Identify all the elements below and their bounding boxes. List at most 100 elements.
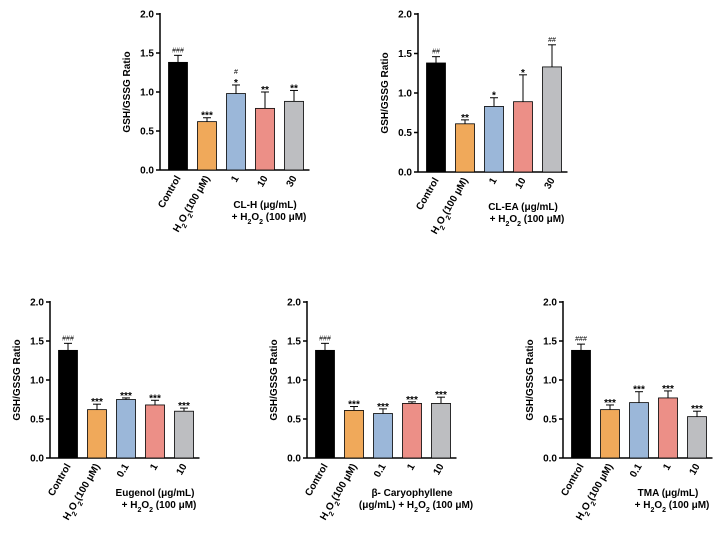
bar <box>513 101 533 173</box>
treatment-label: + H2O2 (100 μM) <box>635 500 710 514</box>
y-tick-label: 1.0 <box>398 89 412 100</box>
x-tick-label: 1 <box>229 174 242 185</box>
chart-panel-4: 0.0 0.5 1.0 1.5 2.0 GSH/GSSG Ratio ### Control *… <box>269 298 473 523</box>
y-tick-label: 0.5 <box>140 127 154 138</box>
significance-label: ### <box>172 47 184 54</box>
x-tick-label: 1 <box>661 462 674 473</box>
bar <box>571 349 591 459</box>
x-tick-label: Control <box>559 462 586 498</box>
bar <box>315 349 335 459</box>
significance-label: *** <box>201 111 213 122</box>
treatment-label: + H2O2 (100 μM) <box>232 212 307 226</box>
y-tick-label: 2.0 <box>543 298 557 309</box>
y-tick-label: 0.5 <box>398 128 412 139</box>
treatment-label: CL-H (μg/mL) <box>233 200 296 211</box>
significance-label: *** <box>377 402 389 413</box>
x-tick-label: Control <box>46 462 73 498</box>
bar <box>116 399 136 459</box>
y-axis-label: GSH/GSSG Ratio <box>269 339 280 420</box>
significance-label: * <box>492 91 496 102</box>
y-axis-label: GSH/GSSG Ratio <box>525 339 536 420</box>
bar <box>344 410 364 459</box>
significance-label: ### <box>575 336 587 343</box>
bar <box>58 349 78 459</box>
significance-label: *** <box>348 400 360 411</box>
y-axis-label: GSH/GSSG Ratio <box>380 52 391 133</box>
y-tick-label: 1.5 <box>287 337 301 348</box>
treatment-label: (μg/mL) + H2O2 (100 μM) <box>359 500 473 514</box>
y-tick-label: 0.0 <box>140 166 154 177</box>
significance-label: # <box>234 69 238 76</box>
bar <box>629 402 649 459</box>
y-tick-label: 0.5 <box>287 415 301 426</box>
significance-label: ** <box>261 85 269 96</box>
bar <box>402 402 422 459</box>
y-tick-label: 1.5 <box>398 49 412 60</box>
significance-label: * <box>521 68 525 79</box>
significance-label: *** <box>435 390 447 401</box>
bar <box>226 93 246 171</box>
treatment-label: + H2O2 (100 μM) <box>490 214 565 228</box>
y-tick-label: 2.0 <box>140 10 154 21</box>
x-tick-label: 10 <box>175 462 190 478</box>
significance-label: ### <box>62 335 74 342</box>
x-tick-label: 30 <box>285 174 300 190</box>
significance-label: *** <box>633 385 645 396</box>
y-tick-label: 0.5 <box>30 415 44 426</box>
y-tick-label: 2.0 <box>287 298 301 309</box>
bar <box>426 62 446 173</box>
bar <box>373 413 393 459</box>
bar <box>87 409 107 459</box>
x-tick-label: Control <box>303 462 330 498</box>
significance-label: ** <box>461 113 469 124</box>
bar <box>658 397 678 459</box>
bar <box>145 404 165 459</box>
treatment-label: β- Caryophyllene <box>371 488 453 499</box>
significance-label: ## <box>432 49 440 56</box>
treatment-label: + H2O2 (100 μM) <box>122 500 197 514</box>
significance-label: * <box>234 78 238 89</box>
significance-label: ** <box>290 83 298 94</box>
y-axis-label: GSH/GSSG Ratio <box>122 51 133 132</box>
chart-panel-1: 0.0 0.5 1.0 1.5 2.0 GSH/GSSG Ratio ### Control *… <box>122 10 310 234</box>
x-tick-label: 0.1 <box>115 462 132 480</box>
bar <box>484 106 504 173</box>
x-tick-label: 0.1 <box>372 462 389 480</box>
x-tick-label: 30 <box>543 176 558 192</box>
x-tick-label: 10 <box>688 462 703 478</box>
significance-label: *** <box>691 404 703 415</box>
y-tick-label: 1.5 <box>543 337 557 348</box>
bar <box>174 410 194 459</box>
y-tick-label: 1.0 <box>287 376 301 387</box>
bar <box>431 402 451 459</box>
chart-panel-5: 0.0 0.5 1.0 1.5 2.0 GSH/GSSG Ratio ### Control *… <box>525 298 713 522</box>
significance-label: *** <box>406 395 418 406</box>
significance-label: *** <box>178 401 190 412</box>
y-tick-label: 2.0 <box>398 10 412 21</box>
significance-label: *** <box>604 398 616 409</box>
significance-label: *** <box>91 397 103 408</box>
x-tick-label: 10 <box>432 462 447 478</box>
y-tick-label: 0.0 <box>543 454 557 465</box>
significance-label: *** <box>662 384 674 395</box>
y-tick-label: 0.0 <box>287 454 301 465</box>
bar <box>455 123 475 173</box>
bar <box>168 61 188 171</box>
bar <box>284 100 304 171</box>
bar <box>255 107 275 171</box>
y-tick-label: 1.0 <box>140 88 154 99</box>
y-tick-label: 1.0 <box>543 376 557 387</box>
bar <box>600 409 620 459</box>
significance-label: *** <box>120 391 132 402</box>
y-tick-label: 1.5 <box>140 49 154 60</box>
y-tick-label: 0.0 <box>398 168 412 179</box>
chart-panel-3: 0.0 0.5 1.0 1.5 2.0 GSH/GSSG Ratio ### Control *… <box>12 298 200 522</box>
bar <box>542 66 562 173</box>
significance-label: ## <box>548 37 556 44</box>
y-tick-label: 1.5 <box>30 337 44 348</box>
x-tick-label: 1 <box>487 176 500 187</box>
y-tick-label: 0.5 <box>543 415 557 426</box>
x-tick-label: 10 <box>256 174 271 190</box>
y-tick-label: 0.0 <box>30 454 44 465</box>
